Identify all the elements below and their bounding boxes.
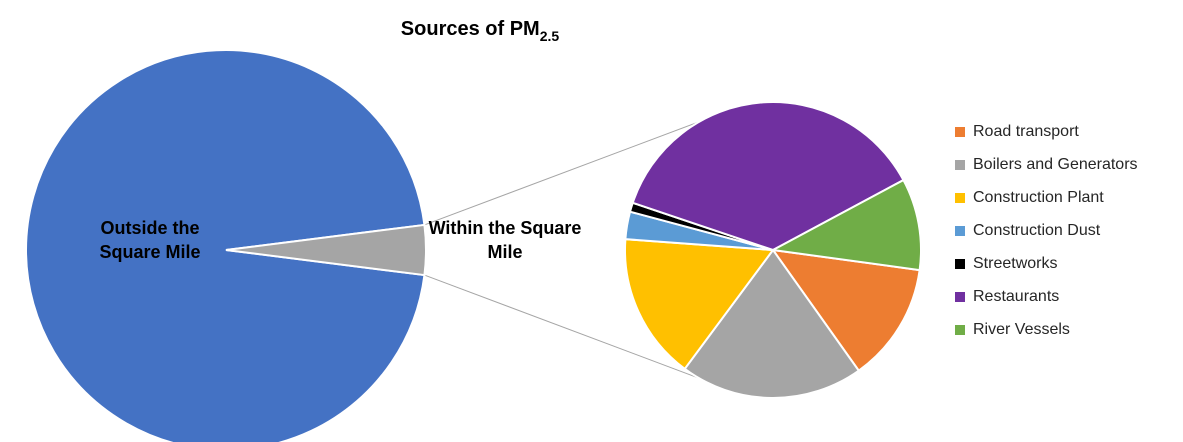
legend-marker — [955, 259, 965, 269]
legend-label: Streetworks — [973, 255, 1057, 272]
main-pie — [25, 49, 427, 442]
legend-marker — [955, 226, 965, 236]
secondary-pie — [624, 101, 922, 399]
pie-slice — [25, 49, 426, 442]
legend: Road transport Boilers and Generators Cons… — [955, 123, 1138, 338]
slice-label: Outside the Square Mile — [99, 218, 201, 262]
pie-slice — [770, 248, 921, 373]
pie-slice — [631, 101, 905, 252]
legend-marker — [955, 193, 965, 203]
pie-slice — [624, 238, 775, 371]
connector-line — [424, 121, 700, 226]
legend-marker — [955, 160, 965, 170]
outside-label-box: Outside the Square Mile — [99, 218, 201, 262]
pie-slice — [769, 178, 922, 272]
pie-slice — [225, 223, 427, 277]
legend-label: River Vessels — [973, 321, 1070, 338]
legend-label: Construction Plant — [973, 189, 1104, 206]
legend-marker — [955, 127, 965, 137]
pie-slice — [683, 248, 861, 399]
legend-marker — [955, 325, 965, 335]
connector-line — [424, 274, 700, 379]
connectors — [424, 121, 700, 379]
legend-marker — [955, 292, 965, 302]
title-subscript: 2.5 — [540, 28, 560, 44]
within-label-box: Within the Square Mile — [428, 218, 582, 262]
slice-label: Within the Square Mile — [428, 218, 582, 262]
title-main: Sources of PM — [401, 18, 540, 40]
chart-title: Sources of PM2.5 — [401, 18, 560, 43]
legend-label: Road transport — [973, 123, 1079, 140]
legend-label: Restaurants — [973, 288, 1059, 305]
legend-label: Boilers and Generators — [973, 156, 1138, 173]
legend-label: Construction Dust — [973, 222, 1101, 239]
